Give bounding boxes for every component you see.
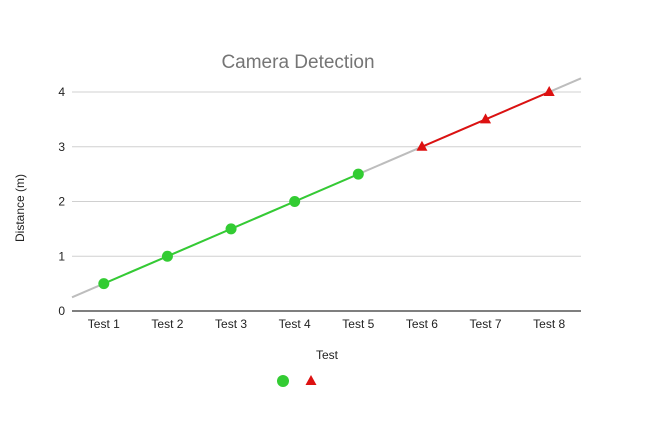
data-point-circle xyxy=(289,196,301,207)
x-tick-label: Test 5 xyxy=(342,317,374,331)
data-point-triangle xyxy=(480,113,492,124)
series-markers xyxy=(98,86,555,290)
y-axis-label: Distance (m) xyxy=(13,174,27,242)
x-tick-label: Test 7 xyxy=(470,317,502,331)
y-tick-labels: 0 1 2 3 4 xyxy=(58,85,65,318)
data-point-triangle xyxy=(543,86,555,96)
series-lines xyxy=(71,77,582,299)
x-tick-label: Test 1 xyxy=(88,317,120,331)
y-tick-label: 2 xyxy=(58,195,65,209)
legend-marker-triangle xyxy=(305,375,317,385)
x-tick-label: Test 4 xyxy=(279,317,311,331)
data-point-circle xyxy=(225,223,237,235)
x-tick-label: Test 6 xyxy=(406,317,438,331)
data-point-circle xyxy=(98,278,110,290)
data-point-triangle xyxy=(416,140,428,151)
legend[interactable] xyxy=(277,375,317,387)
x-tick-label: Test 8 xyxy=(533,317,565,331)
legend-marker-circle xyxy=(277,375,289,387)
data-point-circle xyxy=(161,250,173,262)
y-tick-label: 1 xyxy=(58,249,65,263)
chart-title: Camera Detection xyxy=(221,52,374,73)
y-tick-label: 4 xyxy=(58,85,65,99)
x-axis-label: Test xyxy=(316,348,339,362)
data-point-circle xyxy=(352,168,364,180)
y-tick-label: 3 xyxy=(58,140,65,154)
x-tick-label: Test 2 xyxy=(151,317,183,331)
x-tick-label: Test 3 xyxy=(215,317,247,331)
x-tick-labels: Test 1 Test 2 Test 3 Test 4 Test 5 Test 6 Test… xyxy=(88,317,566,331)
y-tick-label: 0 xyxy=(58,304,65,318)
gridlines xyxy=(72,91,581,312)
